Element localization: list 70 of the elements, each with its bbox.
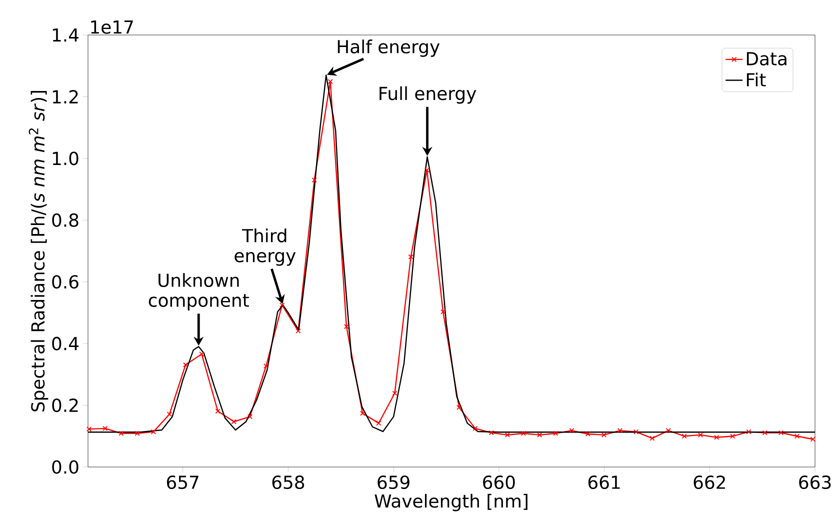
point bbox=[746, 429, 752, 434]
point bbox=[617, 428, 623, 434]
x-tick-label: 659 bbox=[378, 476, 410, 490]
text: 1e17 bbox=[91, 20, 133, 34]
point bbox=[778, 430, 784, 436]
point bbox=[408, 254, 414, 260]
point bbox=[553, 430, 558, 436]
point bbox=[166, 412, 172, 417]
y-tick-label: 0.8 bbox=[52, 213, 78, 227]
point bbox=[376, 420, 382, 426]
point bbox=[280, 302, 285, 308]
point bbox=[472, 426, 478, 431]
y-tick-label: 1.2 bbox=[52, 90, 78, 104]
point bbox=[601, 432, 607, 438]
point bbox=[183, 362, 188, 368]
point bbox=[714, 434, 720, 440]
point bbox=[150, 429, 156, 434]
y-tick-label: 0.6 bbox=[52, 275, 78, 289]
point bbox=[296, 328, 301, 334]
point bbox=[344, 324, 350, 330]
annotation: Third energy bbox=[234, 228, 296, 266]
point bbox=[424, 168, 430, 173]
point bbox=[247, 414, 253, 420]
annotation: Unknown component bbox=[148, 273, 249, 310]
annotation: Half energy bbox=[338, 40, 440, 57]
x-tick-label: 661 bbox=[588, 476, 620, 490]
point bbox=[312, 177, 317, 183]
point bbox=[328, 79, 333, 84]
legend-label: Fit bbox=[746, 72, 766, 86]
point bbox=[504, 432, 510, 438]
x-tick-label: 662 bbox=[694, 476, 725, 490]
x-tick-label: 657 bbox=[166, 476, 198, 490]
point bbox=[698, 432, 704, 438]
point bbox=[634, 429, 639, 434]
point bbox=[102, 426, 108, 431]
point bbox=[762, 430, 768, 436]
x-tick-label: 660 bbox=[483, 476, 515, 490]
point bbox=[682, 434, 687, 439]
point bbox=[392, 390, 398, 396]
point bbox=[215, 408, 220, 414]
point bbox=[440, 309, 446, 314]
annotation: Full energy bbox=[380, 86, 476, 104]
point bbox=[360, 410, 366, 416]
point bbox=[810, 436, 816, 442]
point bbox=[86, 426, 92, 432]
y-tick-label: 1.0 bbox=[52, 152, 78, 166]
point bbox=[264, 364, 269, 369]
y-tick-label: 1.4 bbox=[52, 28, 78, 42]
point bbox=[199, 352, 204, 357]
point bbox=[134, 430, 140, 436]
point bbox=[537, 432, 542, 438]
x-tick-label: 658 bbox=[272, 476, 304, 490]
point bbox=[569, 428, 574, 434]
y-tick-label: 0.2 bbox=[52, 398, 78, 412]
x-tick-label: 663 bbox=[799, 476, 831, 490]
point bbox=[650, 436, 655, 441]
point bbox=[456, 404, 462, 410]
point bbox=[488, 430, 494, 436]
point bbox=[666, 428, 671, 434]
y-axis-title: Spectral Radiance [Ph/(s nm m$^{2}$ sr)] bbox=[28, 90, 48, 412]
x-axis-title: Wavelength [nm] bbox=[374, 494, 528, 512]
point bbox=[118, 430, 124, 436]
y-tick-label: 0.0 bbox=[52, 460, 78, 474]
legend-label: Data bbox=[746, 52, 786, 66]
y-tick-label: 0.4 bbox=[52, 336, 78, 350]
point bbox=[730, 434, 736, 439]
point bbox=[794, 434, 800, 439]
point bbox=[231, 419, 236, 424]
point bbox=[585, 431, 590, 437]
point bbox=[520, 430, 526, 436]
